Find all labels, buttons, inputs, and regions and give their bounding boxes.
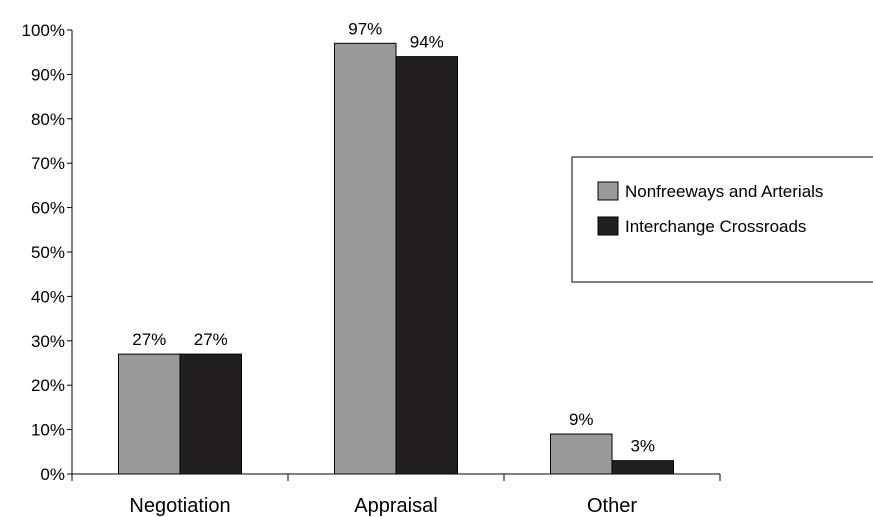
bar <box>611 460 674 475</box>
bar-data-label: 27% <box>194 330 228 349</box>
bar <box>334 42 397 475</box>
y-tick-label: 80% <box>31 110 65 129</box>
y-tick-label: 40% <box>31 287 65 306</box>
x-tick-label: Negotiation <box>129 495 230 517</box>
x-tick-label: Appraisal <box>354 495 437 517</box>
y-tick-label: 20% <box>31 376 65 395</box>
legend-swatch <box>597 181 619 201</box>
legend-label: Nonfreeways and Arterials <box>625 182 823 201</box>
x-axis-ticks: Negotiation Appraisal Other <box>71 474 721 517</box>
bar <box>550 433 613 475</box>
y-tick-label: 60% <box>31 199 65 218</box>
bar <box>118 353 181 475</box>
y-axis-ticks: 0% 10% 20% 30% 40% 50% 60% 70% 80% 90% 100% <box>22 21 72 484</box>
chart-bars <box>118 42 674 475</box>
bar-data-label: 97% <box>348 19 382 38</box>
y-tick-label: 30% <box>31 332 65 351</box>
legend-box <box>571 156 873 283</box>
bar-data-label: 94% <box>410 33 444 52</box>
bar <box>179 353 242 475</box>
bar-data-label: 3% <box>630 437 655 456</box>
y-tick-label: 0% <box>40 465 65 484</box>
y-tick-label: 100% <box>22 21 65 40</box>
y-tick-label: 10% <box>31 421 65 440</box>
bar-data-label: 9% <box>569 410 594 429</box>
bar-data-label: 27% <box>132 330 166 349</box>
bar <box>395 56 458 475</box>
legend-label: Interchange Crossroads <box>625 217 806 236</box>
bar-data-labels: 27% 97% 9% 27% 94% 3% <box>132 19 655 455</box>
y-tick-label: 50% <box>31 243 65 262</box>
y-tick-label: 70% <box>31 154 65 173</box>
x-tick-label: Other <box>587 495 637 517</box>
chart-legend: Nonfreeways and Arterials Interchange Cro… <box>571 156 873 283</box>
legend-swatch <box>597 216 619 236</box>
y-tick-label: 90% <box>31 65 65 84</box>
